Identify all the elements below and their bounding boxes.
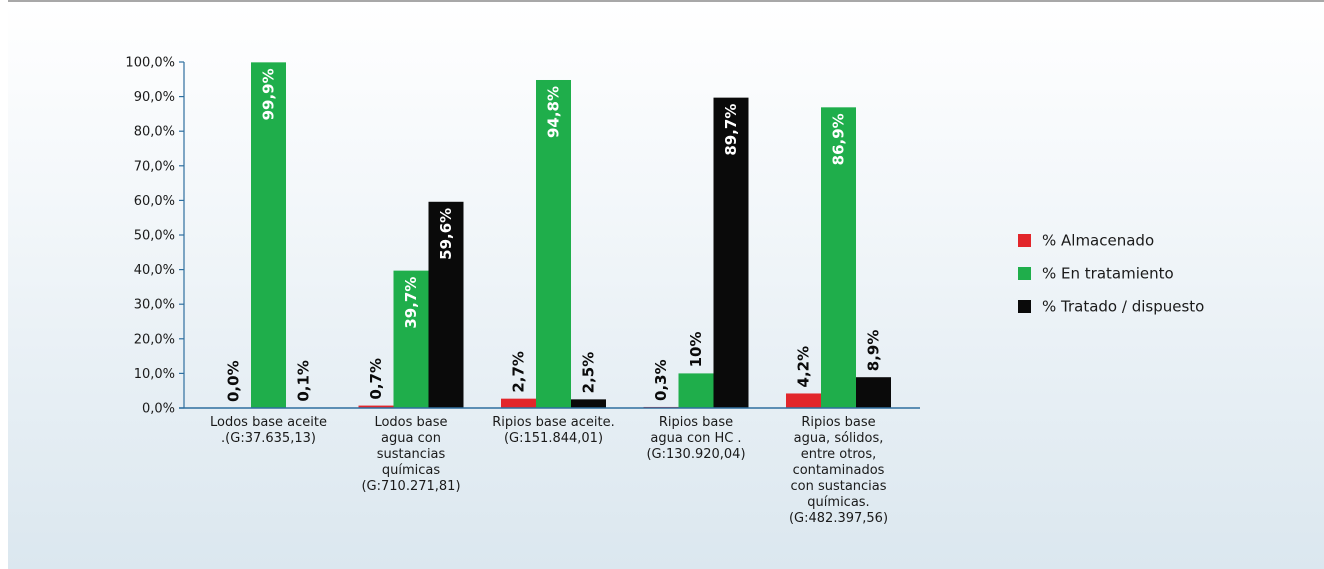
x-tick-label-line: Ripios base aceite. bbox=[492, 415, 614, 430]
x-tick-label-line: agua, sólidos, bbox=[794, 431, 884, 446]
bar bbox=[786, 393, 821, 408]
y-tick-label: 30,0% bbox=[134, 298, 175, 313]
y-tick-label: 40,0% bbox=[134, 263, 175, 278]
bar bbox=[501, 398, 536, 408]
x-tick-label: Lodos base agua con sustancias químicas (G:7… bbox=[361, 415, 460, 494]
x-tick-label-line: químicas bbox=[382, 463, 440, 478]
legend-label: % Almacenado bbox=[1042, 232, 1154, 250]
y-tick-label: 60,0% bbox=[134, 194, 175, 209]
legend-label: % Tratado / dispuesto bbox=[1042, 298, 1204, 316]
bar bbox=[393, 270, 429, 408]
data-label: 39,7% bbox=[402, 277, 420, 329]
bar bbox=[856, 377, 891, 408]
data-label: 94,8% bbox=[545, 86, 563, 138]
bar bbox=[821, 107, 856, 409]
data-label: 2,7% bbox=[510, 351, 528, 393]
data-label: 8,9% bbox=[865, 330, 883, 372]
data-label: 89,7% bbox=[722, 104, 740, 156]
y-tick-label: 100,0% bbox=[125, 56, 175, 71]
x-tick-label-line: contaminados bbox=[793, 463, 885, 478]
x-tick-label-line: Lodos base bbox=[374, 415, 447, 430]
data-label: 0,0% bbox=[225, 360, 243, 402]
y-tick-label: 0,0% bbox=[142, 402, 175, 417]
y-tick-label: 10,0% bbox=[134, 367, 175, 382]
x-tick-label-line: agua con HC . bbox=[650, 431, 741, 446]
data-label: 99,9% bbox=[260, 68, 278, 120]
data-label: 86,9% bbox=[830, 113, 848, 165]
x-tick-label-line: Ripios base bbox=[659, 415, 733, 430]
bar bbox=[358, 405, 394, 408]
chart-background bbox=[8, 0, 1324, 569]
x-tick-label-line: sustancias bbox=[377, 447, 446, 462]
bar bbox=[428, 201, 464, 408]
x-tick-label-line: entre otros, bbox=[801, 447, 877, 462]
bar bbox=[536, 79, 571, 408]
data-label: 0,1% bbox=[295, 360, 313, 402]
bar bbox=[713, 97, 749, 408]
legend-label: % En tratamiento bbox=[1042, 265, 1174, 283]
bar bbox=[678, 373, 714, 408]
data-label: 4,2% bbox=[795, 346, 813, 388]
x-tick-label: Lodos base aceite .(G:37.635,13) bbox=[210, 415, 327, 446]
data-label: 2,5% bbox=[580, 352, 598, 394]
x-tick-label-line: Ripios base bbox=[801, 415, 875, 430]
x-tick-label: Ripios base agua con HC . (G:130.920,04) bbox=[646, 415, 745, 462]
y-tick-label: 70,0% bbox=[134, 159, 175, 174]
data-label: 10% bbox=[687, 331, 705, 367]
legend-swatch bbox=[1018, 234, 1031, 247]
x-tick-label: Ripios base agua, sólidos, entre otros, con… bbox=[789, 415, 888, 526]
x-tick-label-line: (G:151.844,01) bbox=[504, 431, 603, 446]
bar bbox=[251, 62, 286, 408]
data-label: 0,7% bbox=[367, 358, 385, 400]
x-tick-label-line: (G:710.271,81) bbox=[361, 479, 460, 494]
data-label: 59,6% bbox=[437, 208, 455, 260]
x-tick-label-line: químicas. bbox=[807, 495, 869, 510]
x-tick-label-line: (G:130.920,04) bbox=[646, 447, 745, 462]
legend-swatch bbox=[1018, 300, 1031, 313]
data-label: 0,3% bbox=[652, 359, 670, 401]
x-tick-label: Ripios base aceite. (G:151.844,01) bbox=[492, 415, 614, 446]
x-tick-label-line: agua con bbox=[381, 431, 441, 446]
x-tick-label-line: .(G:37.635,13) bbox=[221, 431, 316, 446]
x-tick-label-line: Lodos base aceite bbox=[210, 415, 327, 430]
y-tick-label: 80,0% bbox=[134, 125, 175, 140]
bar bbox=[571, 399, 606, 408]
legend-swatch bbox=[1018, 267, 1031, 280]
x-tick-label-line: con sustancias bbox=[790, 479, 886, 494]
y-tick-label: 20,0% bbox=[134, 332, 175, 347]
y-tick-label: 90,0% bbox=[134, 90, 175, 105]
x-tick-label-line: (G:482.397,56) bbox=[789, 511, 888, 526]
y-tick-label: 50,0% bbox=[134, 229, 175, 244]
